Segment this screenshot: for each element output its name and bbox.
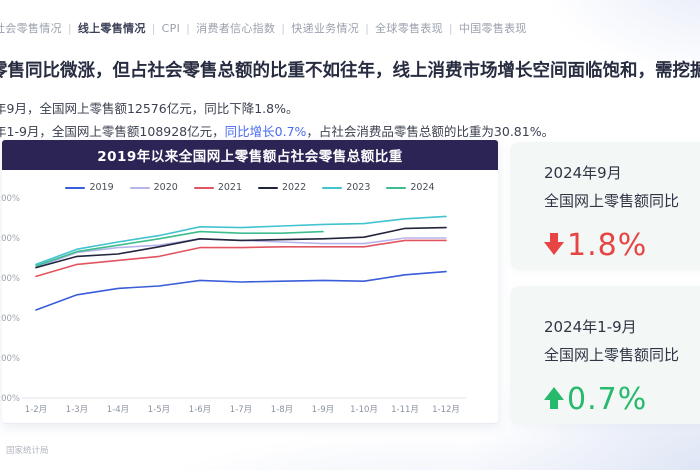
legend-swatch-icon — [129, 186, 150, 189]
kpi-card-cumulative: 2024年1-9月 全国网上零售额同比 0.7% — [510, 286, 700, 424]
line-chart: 35.00% 30.00% 25.00% 20.00% 15.00% 10.00% 1-2月… — [0, 194, 466, 415]
x-axis-tick-label: 1-12月 — [432, 405, 460, 415]
up-arrow-icon — [544, 386, 564, 413]
top-nav: 社会零售情况 | 线上零售情况 | CPI | 消费者信心指数 | 快递业务情况 | 全球零售表现 |… — [0, 20, 527, 36]
legend-swatch-icon — [322, 186, 343, 189]
x-axis-tick-label: 1-8月 — [271, 405, 293, 415]
stat-line-monthly-text: 年9月，全国网上零售额12576亿元，同比下降1.8%。 — [0, 100, 299, 116]
legend-item-2023[interactable]: 2023 — [322, 182, 370, 193]
legend-label: 2020 — [153, 182, 178, 193]
legend-swatch-icon — [386, 186, 407, 189]
stat-cumulative-pre: 年1-9月，全国网上零售额108928亿元， — [0, 123, 225, 139]
x-axis-tick-label: 1-6月 — [189, 405, 211, 415]
nav-separator: | — [365, 22, 370, 35]
x-axis-tick-label: 1-9月 — [312, 405, 334, 415]
kpi-monthly-period: 2024年9月 — [544, 164, 622, 182]
kpi-cumulative-label: 全国网上零售额同比 — [544, 346, 680, 364]
nav-separator: | — [186, 22, 191, 35]
stat-cumulative-post: ，占社会消费品零售总额的比重为30.81%。 — [306, 123, 555, 139]
legend-label: 2021 — [217, 182, 242, 193]
nav-item-3[interactable]: CPI — [161, 22, 181, 35]
legend-label: 2019 — [89, 182, 114, 193]
legend-label: 2022 — [282, 182, 307, 193]
series-line-2019 — [35, 270, 447, 311]
legend-swatch-icon — [258, 186, 278, 189]
down-arrow-icon — [544, 232, 564, 259]
kpi-card-monthly: 2024年9月 全国网上零售额同比 1.8% — [510, 142, 700, 270]
chart-card: 2019年以来全国网上零售额占社会零售总额比重 2019 2020 2021 2022… — [0, 140, 498, 424]
nav-item-7[interactable]: 中国零售表现 — [458, 22, 527, 35]
stat-line-monthly: 年9月，全国网上零售额12576亿元，同比下降1.8%。 — [0, 98, 298, 117]
y-axis-tick-label: 10.00% — [0, 394, 20, 404]
legend-label: 2023 — [346, 182, 371, 193]
nav-separator: | — [448, 22, 453, 35]
x-axis-tick-label: 1-11月 — [391, 405, 419, 415]
x-axis-tick-label: 1-5月 — [148, 405, 170, 415]
x-axis-tick-label: 1-2月 — [25, 405, 47, 415]
series-line-2023 — [35, 215, 447, 266]
kpi-monthly-value: 1.8% — [567, 228, 648, 263]
series-line-2022 — [35, 226, 447, 269]
nav-item-5[interactable]: 快递业务情况 — [291, 22, 360, 35]
nav-item-1[interactable]: 社会零售情况 — [0, 22, 62, 35]
chart-legend: 2019 2020 2021 2022 2023 2024 — [2, 182, 498, 193]
nav-separator: | — [151, 22, 156, 35]
legend-swatch-icon — [193, 186, 214, 189]
y-axis-tick-label: 25.00% — [0, 274, 20, 284]
chart-plot-area: 35.00% 30.00% 25.00% 20.00% 15.00% 10.00% 1-2月… — [0, 190, 498, 423]
legend-swatch-icon — [65, 186, 86, 189]
series-line-2024 — [35, 230, 324, 267]
y-axis-tick-label: 35.00% — [0, 194, 20, 204]
kpi-cumulative-value: 0.7% — [567, 382, 648, 417]
y-axis-tick-label: 15.00% — [0, 354, 20, 364]
y-axis-tick-label: 20.00% — [0, 314, 20, 324]
x-axis-tick-label: 1-10月 — [350, 405, 378, 415]
page-headline: 零售同比微涨，但占社会零售总额的比重不如往年，线上消费市场增长空间面临饱和，需挖… — [0, 60, 700, 81]
x-axis-tick-label: 1-4月 — [107, 405, 129, 415]
chart-title: 2019年以来全国网上零售额占社会零售总额比重 — [2, 140, 498, 170]
x-axis-tick-label: 1-7月 — [230, 405, 252, 415]
legend-item-2020[interactable]: 2020 — [129, 182, 178, 193]
legend-item-2021[interactable]: 2021 — [193, 182, 242, 193]
nav-item-2[interactable]: 线上零售情况 — [77, 22, 146, 35]
nav-item-4[interactable]: 消费者信心指数 — [196, 22, 276, 35]
legend-item-2019[interactable]: 2019 — [65, 182, 114, 193]
nav-separator: | — [67, 22, 72, 35]
nav-item-6[interactable]: 全球零售表现 — [375, 22, 443, 35]
nav-separator: | — [281, 22, 286, 35]
x-axis-tick-label: 1-3月 — [66, 405, 88, 415]
y-axis-tick-label: 30.00% — [0, 234, 20, 244]
kpi-cumulative-period: 2024年1-9月 — [544, 318, 637, 336]
stat-cumulative-highlight: 同比增长0.7% — [224, 123, 307, 139]
kpi-monthly-label: 全国网上零售额同比 — [544, 192, 680, 210]
legend-item-2022[interactable]: 2022 — [258, 182, 306, 193]
legend-label: 2024 — [410, 182, 435, 193]
legend-item-2024[interactable]: 2024 — [386, 182, 435, 193]
series-line-2021 — [35, 239, 447, 278]
data-source-label: 国家统计局 — [6, 446, 49, 456]
stat-line-cumulative: 年1-9月，全国网上零售额108928亿元，同比增长0.7%，占社会消费品零售总… — [0, 121, 554, 140]
